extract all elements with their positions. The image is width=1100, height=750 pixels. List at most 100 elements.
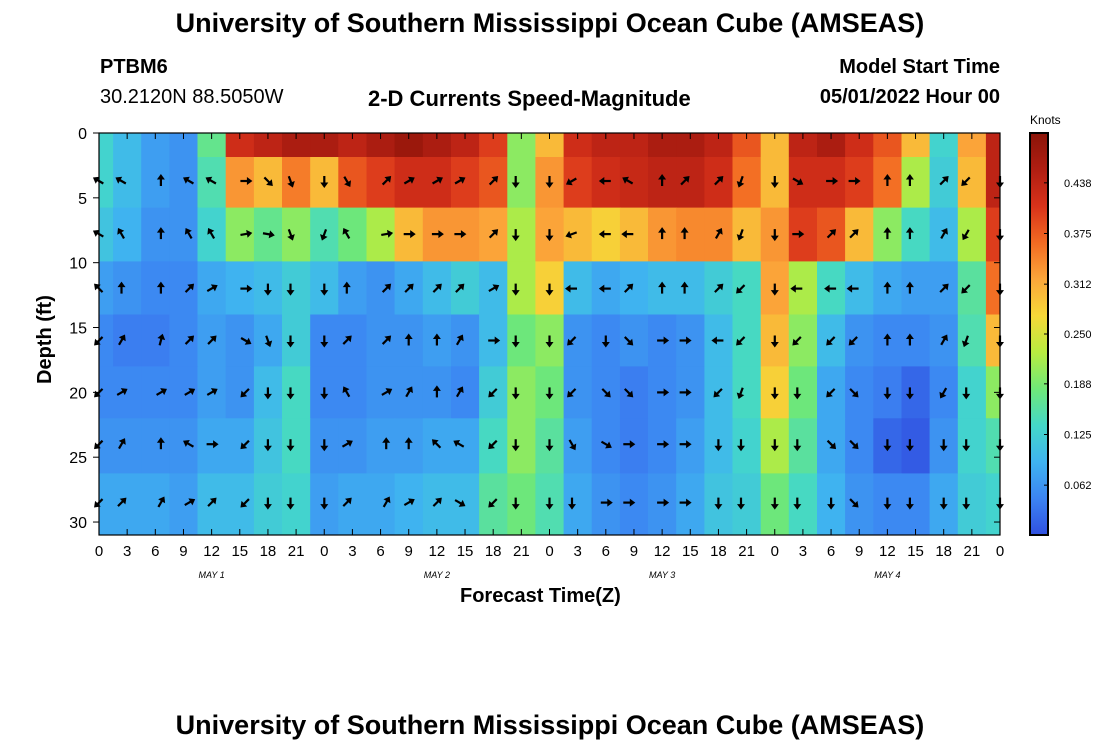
current-arrow xyxy=(240,177,253,185)
heatmap-cell xyxy=(901,418,931,474)
current-arrow xyxy=(623,440,636,449)
heatmap-cell xyxy=(507,473,537,535)
current-arrow xyxy=(286,283,295,296)
current-arrow xyxy=(488,498,498,508)
x-tick-label: 3 xyxy=(799,543,807,560)
current-arrow xyxy=(286,335,295,348)
current-arrow xyxy=(287,175,295,188)
x-tick-label: 6 xyxy=(151,543,159,560)
current-arrow xyxy=(849,229,859,239)
x-tick-label: 3 xyxy=(573,543,581,560)
heatmap-cell xyxy=(113,207,142,262)
current-arrow xyxy=(883,227,892,240)
heatmap-cell xyxy=(479,157,508,209)
current-arrow xyxy=(286,387,295,400)
current-arrow xyxy=(600,498,613,507)
current-arrow xyxy=(488,388,498,398)
current-arrow xyxy=(905,497,914,510)
x-tick-label: 21 xyxy=(513,543,530,560)
current-arrow xyxy=(320,335,329,348)
current-arrow xyxy=(679,388,692,397)
current-arrow xyxy=(846,284,859,293)
current-arrow xyxy=(939,387,948,399)
heatmap-cell xyxy=(507,261,537,316)
heatmap-cell xyxy=(113,473,142,535)
current-arrow xyxy=(453,439,465,448)
current-arrow xyxy=(320,387,329,400)
current-arrow xyxy=(156,281,165,294)
current-arrow xyxy=(961,284,971,294)
current-arrow xyxy=(240,229,253,238)
current-arrow xyxy=(623,498,636,507)
heatmap-cell xyxy=(563,473,593,535)
current-arrow xyxy=(939,176,949,186)
current-arrow xyxy=(184,498,196,507)
current-arrow xyxy=(454,499,466,507)
heatmap-cell xyxy=(394,473,424,535)
current-arrow xyxy=(623,388,634,398)
heatmap-cell xyxy=(99,473,114,535)
current-arrow xyxy=(455,386,464,398)
heatmap-cell xyxy=(507,366,537,419)
current-arrow xyxy=(826,336,836,346)
current-arrow xyxy=(658,227,667,240)
current-arrow xyxy=(320,283,329,296)
current-arrow xyxy=(736,284,746,294)
current-arrow xyxy=(658,174,667,186)
current-arrow xyxy=(381,388,393,396)
current-arrow xyxy=(680,281,689,294)
heatmap-cell xyxy=(648,473,677,535)
heatmap-cell xyxy=(99,314,114,367)
current-arrow xyxy=(657,440,670,449)
heatmap-cell xyxy=(338,314,368,367)
current-arrow xyxy=(207,497,217,507)
current-arrow xyxy=(568,439,577,451)
current-arrow xyxy=(565,177,577,186)
current-arrow xyxy=(341,439,353,448)
current-arrow xyxy=(658,281,667,294)
heatmap-cell xyxy=(676,261,705,316)
current-arrow xyxy=(207,335,217,345)
colorbar-tick-label: 0.062 xyxy=(1064,480,1092,492)
current-arrow xyxy=(770,497,779,510)
current-arrow xyxy=(962,387,971,400)
footer-title: University of Southern Mississippi Ocean… xyxy=(175,710,925,740)
current-arrow xyxy=(622,176,634,185)
heatmap-cell xyxy=(366,314,396,367)
heatmap-cell xyxy=(985,133,1000,158)
x-tick-label: 12 xyxy=(429,543,446,560)
current-arrow xyxy=(432,385,441,398)
current-arrow xyxy=(263,176,273,186)
heatmap-cell xyxy=(591,473,621,535)
heatmap-cell xyxy=(197,473,227,535)
heatmap-cell xyxy=(563,418,593,474)
heatmap-cell xyxy=(282,418,311,474)
x-tick-label: 15 xyxy=(231,543,248,560)
current-arrow xyxy=(962,497,971,510)
heatmap-cell xyxy=(901,473,931,535)
current-arrow xyxy=(117,281,126,294)
current-arrow xyxy=(905,281,914,294)
current-arrow xyxy=(320,176,329,188)
current-arrow xyxy=(940,334,948,346)
current-arrow xyxy=(790,284,803,293)
current-arrow xyxy=(770,387,779,400)
current-arrow xyxy=(849,439,859,450)
heatmap-cell xyxy=(141,314,170,367)
heatmap-cell xyxy=(845,366,874,419)
current-arrow xyxy=(263,439,272,452)
heatmap-cell xyxy=(282,314,311,367)
heatmap-cell xyxy=(591,418,621,474)
current-arrow xyxy=(623,283,634,293)
heatmap-cell xyxy=(282,157,311,209)
current-arrow xyxy=(455,334,464,346)
current-arrow xyxy=(262,230,275,239)
current-arrow xyxy=(565,284,577,293)
current-arrow xyxy=(883,281,892,294)
x-tick-label: 9 xyxy=(179,543,187,560)
current-arrow xyxy=(657,498,670,507)
heatmap-cell xyxy=(845,418,874,474)
current-arrow xyxy=(770,176,779,188)
current-arrow xyxy=(680,176,690,186)
current-arrow xyxy=(961,176,971,186)
